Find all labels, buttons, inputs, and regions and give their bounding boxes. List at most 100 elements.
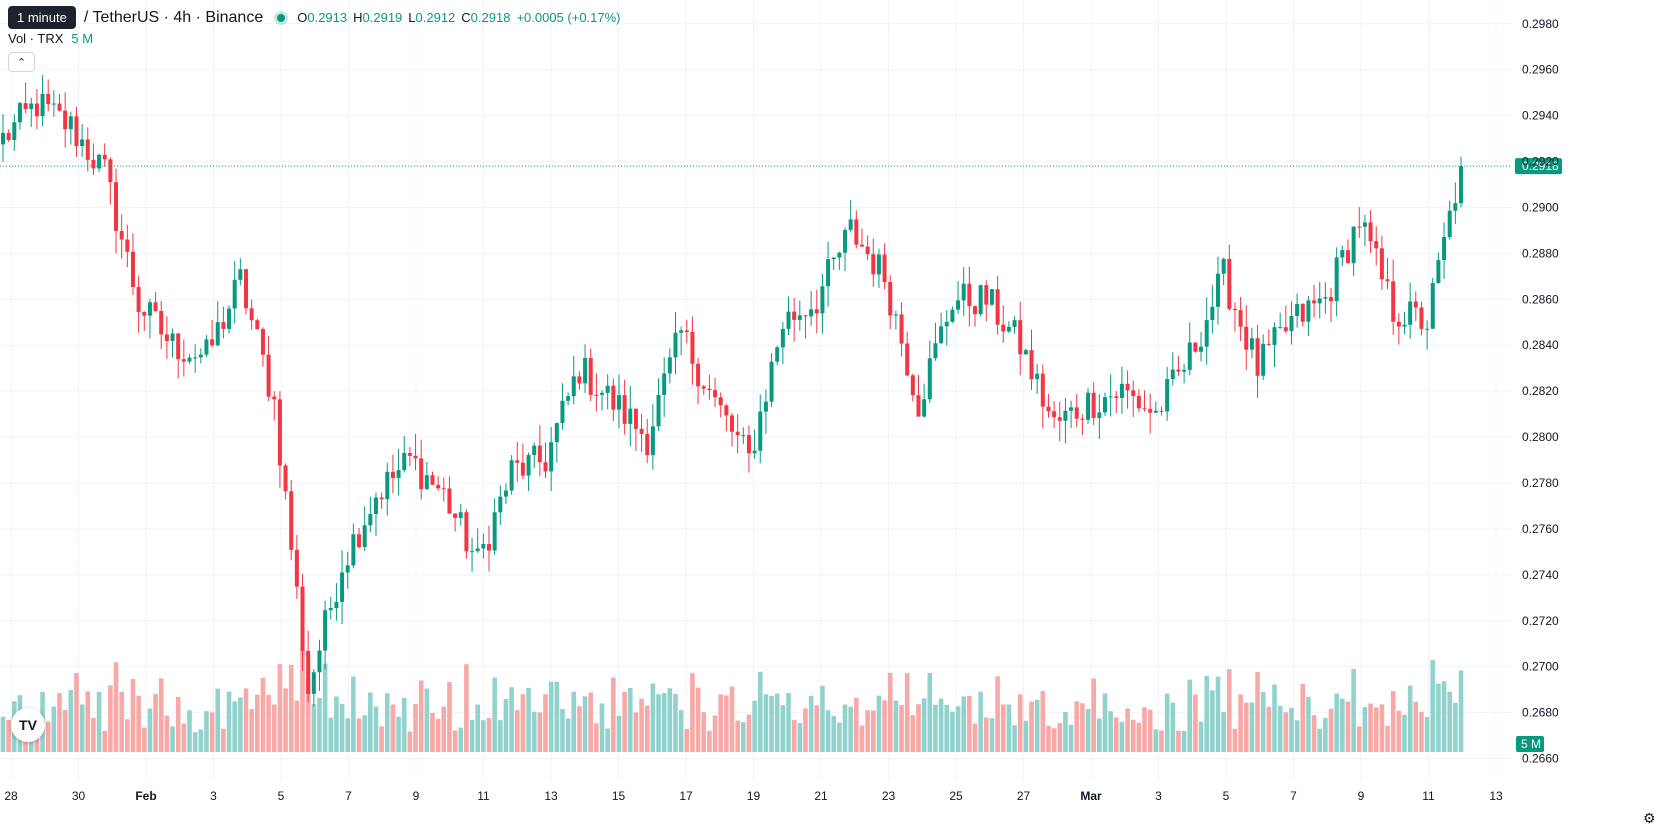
volume-bar [1051, 728, 1057, 752]
candle [1131, 380, 1136, 418]
volume-bar [1034, 699, 1040, 752]
time-axis[interactable]: 28 30 Feb 3 5 7 9 11 13 15 17 19 21 23 25 27 Mar 3 5 7 9 11 13 [4, 789, 1503, 803]
candle [402, 435, 407, 473]
volume-bar [469, 719, 475, 752]
gear-icon[interactable]: ⚙ [1643, 810, 1656, 826]
candle [1300, 303, 1305, 327]
x-tick-label: 11 [1422, 789, 1435, 803]
volume-bar [933, 704, 938, 752]
candle [68, 111, 73, 145]
volume-bar [1430, 659, 1436, 752]
candle [1425, 320, 1430, 350]
candle [520, 443, 525, 480]
candle [23, 82, 28, 114]
candle [1176, 355, 1181, 376]
candle [905, 331, 910, 377]
volume-bar [1006, 704, 1012, 752]
candle [272, 391, 277, 421]
candle [1266, 329, 1271, 346]
volume-bar [1102, 693, 1108, 752]
volume-value: 5 M [71, 31, 94, 46]
candle [995, 276, 1000, 335]
x-tick-label: 13 [544, 789, 558, 803]
volume-bar [984, 717, 989, 752]
volume-bar [565, 718, 571, 752]
candle [447, 476, 452, 514]
volume-bar [514, 710, 520, 752]
candle [826, 241, 831, 307]
collapse-legend-button[interactable]: ⌃ [8, 52, 35, 72]
candle [1459, 156, 1463, 208]
tradingview-logo[interactable]: TV [11, 708, 45, 742]
volume-bar [1170, 702, 1176, 752]
candle [526, 452, 531, 491]
volume-bar [136, 695, 141, 752]
candle [164, 316, 169, 359]
volume-bar [1215, 676, 1221, 752]
volume-bar [153, 693, 158, 752]
candle [1430, 277, 1435, 329]
volume-bar [1396, 710, 1402, 752]
candle [684, 319, 689, 344]
candle [1210, 284, 1215, 334]
volume-bar [271, 704, 277, 752]
price-axis[interactable]: 0.2980 0.2960 0.2940 0.2920 0.2900 0.2880 0.28… [1516, 17, 1559, 766]
candle [130, 233, 135, 296]
candle [334, 583, 339, 621]
candle [1323, 282, 1328, 314]
volume-bar [1255, 672, 1260, 752]
candle [1227, 244, 1232, 311]
volume-bar [577, 706, 582, 752]
candle [1340, 245, 1345, 266]
volume-bar [1266, 706, 1272, 752]
candle [6, 129, 11, 142]
volume-bar [79, 704, 85, 752]
volume-bar [548, 681, 554, 752]
candle [373, 492, 378, 537]
volume-bar [814, 705, 820, 752]
volume-bar [967, 696, 972, 752]
volume-bar [989, 718, 995, 752]
symbol-title[interactable]: / TetherUS · 4h · Binance [83, 8, 264, 26]
ohlc-values: O0.2913 H0.2919 L0.2912 C0.2918 +0.0005 … [297, 10, 620, 25]
volume-bar [1113, 717, 1119, 752]
volume-bar [45, 721, 51, 752]
candle [1057, 401, 1062, 442]
candle [244, 268, 248, 315]
candle [554, 422, 559, 463]
x-tick-label: 15 [612, 789, 626, 803]
candle [616, 374, 621, 429]
volume-bar [373, 706, 379, 752]
candle [147, 298, 152, 339]
candle [605, 374, 610, 410]
candle [419, 439, 424, 500]
candles [1, 75, 1463, 707]
volume-bar [921, 698, 927, 752]
volume-bar [1419, 711, 1424, 752]
candle [176, 332, 181, 379]
volume-bar [859, 725, 865, 752]
candle [1148, 393, 1153, 434]
interval-tooltip: 1 minute [8, 6, 76, 29]
candle [227, 305, 232, 334]
volume-bar [938, 698, 944, 752]
candle [475, 528, 480, 553]
y-tick-label: 0.2900 [1522, 200, 1559, 214]
candle [803, 314, 808, 339]
volume-bar [599, 703, 605, 752]
market-status-icon[interactable] [277, 13, 286, 22]
volume-bar [627, 687, 633, 752]
volume-bar [854, 697, 859, 752]
volume-bar [1221, 711, 1226, 752]
volume-bar [1198, 721, 1204, 752]
volume-bar [701, 712, 707, 752]
candle [1413, 291, 1418, 322]
candle [820, 274, 825, 334]
volume-bar [1074, 701, 1080, 752]
volume-bar [1249, 702, 1255, 752]
volume-bar [1334, 693, 1339, 752]
candle [650, 404, 655, 470]
ohlc-open: O0.2913 [297, 10, 348, 25]
